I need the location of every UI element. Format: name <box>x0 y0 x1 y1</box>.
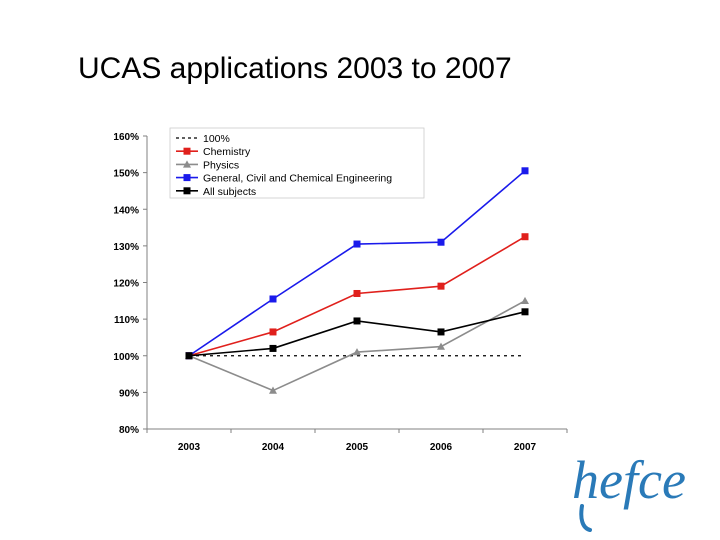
data-point <box>353 289 361 297</box>
series-physics <box>185 296 529 394</box>
data-point <box>437 238 445 246</box>
legend-marker <box>183 187 191 195</box>
legend-label: Physics <box>203 159 239 171</box>
series-all-subjects <box>185 308 529 360</box>
legend-label: 100% <box>203 133 230 145</box>
data-point <box>437 342 445 350</box>
data-point <box>185 352 193 360</box>
legend-entry: 100% <box>176 133 230 145</box>
x-tick-label: 2004 <box>262 442 285 453</box>
x-tick-label: 2007 <box>514 442 537 453</box>
legend-label: All subjects <box>203 186 256 198</box>
series-chemistry <box>185 233 529 360</box>
x-tick-label: 2006 <box>430 442 453 453</box>
axis-layer: 80% 90% 100% 110% 120% 130% 140% 150% 160% 2003 20… <box>113 132 568 453</box>
legend-label: General, Civil and Chemical Engineering <box>203 173 392 185</box>
data-point <box>437 328 445 336</box>
legend-entry: Chemistry <box>176 146 251 158</box>
data-point <box>269 328 277 336</box>
data-point <box>437 282 445 290</box>
y-tick-label: 80% <box>119 425 139 436</box>
y-tick-label: 100% <box>113 352 139 363</box>
data-point <box>353 317 361 325</box>
legend-entry: All subjects <box>176 186 256 198</box>
data-point <box>521 167 529 175</box>
slide-title: UCAS applications 2003 to 2007 <box>78 52 512 85</box>
legend-marker <box>183 160 191 168</box>
y-tick-label: 140% <box>113 205 139 216</box>
y-tick-label: 120% <box>113 279 139 290</box>
data-point <box>521 233 529 241</box>
legend-marker <box>183 147 191 155</box>
y-tick-label: 160% <box>113 132 139 143</box>
data-point <box>269 295 277 303</box>
svg-text:hefce: hefce <box>572 450 686 510</box>
y-tick-label: 130% <box>113 242 139 253</box>
series-layer <box>185 167 529 394</box>
legend-entry: General, Civil and Chemical Engineering <box>176 173 392 185</box>
series-line <box>188 300 526 392</box>
data-point <box>269 344 277 352</box>
x-tick-label: 2003 <box>178 442 201 453</box>
legend-label: Chemistry <box>203 146 251 158</box>
hefce-logo: hefce <box>572 450 686 532</box>
data-point <box>353 240 361 248</box>
legend-marker <box>183 174 191 182</box>
data-point <box>269 386 277 394</box>
data-point <box>521 296 529 305</box>
legend-entry: Physics <box>176 159 239 171</box>
legend-box <box>169 127 425 199</box>
x-tick-label: 2005 <box>346 442 369 453</box>
y-tick-label: 150% <box>113 169 139 180</box>
y-tick-label: 110% <box>114 315 139 326</box>
y-tick-label: 90% <box>119 388 139 399</box>
data-point <box>521 308 529 316</box>
data-point <box>353 348 361 356</box>
